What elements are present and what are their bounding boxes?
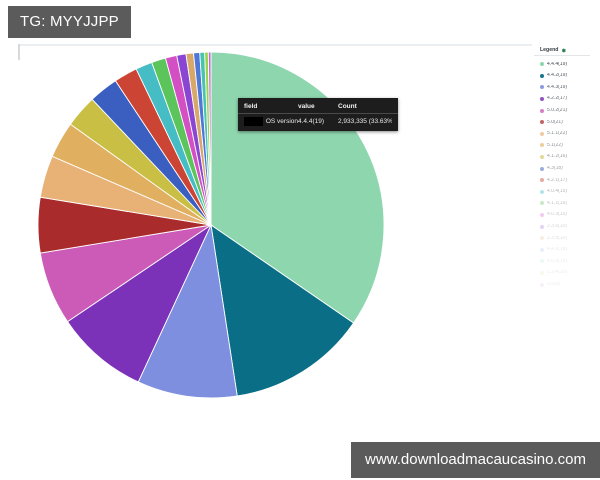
pie-slice[interactable] — [137, 223, 238, 399]
legend-item-label: 4.4.2(19) — [547, 73, 568, 79]
legend-item[interactable]: 4.0.3(15) — [540, 209, 590, 221]
legend-swatch-icon — [540, 189, 544, 194]
legend-item-label: 5.0.2(21) — [547, 108, 568, 113]
legend-item-label: 4.0.5(15) — [547, 258, 568, 264]
legend-item-label: 4.1.2(16) — [547, 154, 568, 160]
legend-item[interactable]: 4.4.1(19) — [540, 244, 590, 256]
legend-swatch-icon — [540, 85, 544, 90]
legend-item[interactable]: 4.1.2(16) — [540, 151, 590, 163]
tooltip-field-label: OS version — [265, 118, 298, 125]
legend-item[interactable]: 4.4.3(19) — [540, 82, 590, 94]
legend-item-label: 2.3.5(10) — [547, 235, 568, 241]
legend-item-label: 4.2.1(17) — [547, 177, 568, 183]
legend-swatch-icon — [540, 201, 544, 206]
legend-swatch-icon — [540, 166, 544, 171]
legend-swatch-icon — [540, 62, 544, 67]
tooltip-header-field: field — [244, 103, 258, 110]
chart-tooltip: field value Count OS version 4.4.4(19) 2… — [238, 98, 398, 131]
legend-item-label: 5.1(22) — [547, 142, 563, 148]
legend-item[interactable]: 4.4.2(19) — [540, 70, 590, 82]
legend-swatch-icon — [540, 247, 544, 252]
legend-item-label: 3.5(9) — [547, 281, 561, 287]
legend-swatch-icon — [540, 236, 544, 241]
legend-item-label: 4.0.4(15) — [547, 189, 568, 195]
pie-chart-svg[interactable] — [36, 50, 386, 400]
legend-item[interactable]: 4.2.2(17) — [540, 93, 590, 105]
panel-left-rule — [18, 44, 20, 60]
legend-panel[interactable]: Legend 4.4.4(19) 4.4.2(19) 4.4.3(19) 4.2.2(… — [534, 47, 590, 338]
legend-item[interactable]: 4.0.4(15) — [540, 186, 590, 198]
legend-swatch-icon — [540, 270, 544, 275]
tooltip-data-row: OS version 4.4.4(19) 2,933,335 (33.63%) — [238, 116, 398, 127]
legend-swatch-icon — [540, 108, 544, 113]
pie-chart[interactable] — [36, 50, 386, 400]
legend-item-label: 2.3.6(10) — [547, 223, 568, 229]
legend-item[interactable]: 4.1.1(16) — [540, 198, 590, 210]
legend-swatch-icon — [540, 224, 544, 229]
tooltip-header-count: Count — [338, 103, 357, 110]
legend-item[interactable]: 5.1.1(22) — [540, 128, 590, 140]
pie-slice[interactable] — [207, 51, 212, 226]
gear-icon[interactable] — [561, 48, 567, 53]
legend-list[interactable]: 4.4.4(19) 4.4.2(19) 4.4.3(19) 4.2.2(17) 5.0.… — [534, 58, 590, 290]
site-watermark: www.downloadmacaucasino.com — [351, 442, 600, 478]
chart-panel: field value Count OS version 4.4.4(19) 2… — [18, 42, 590, 442]
legend-item[interactable]: 5.1(22) — [540, 140, 590, 152]
legend-swatch-icon — [540, 212, 544, 217]
legend-item[interactable]: 5.0.2(21) — [540, 105, 590, 117]
legend-item-label: 5.0(21) — [547, 119, 563, 125]
legend-item[interactable]: 4.3(18) — [540, 163, 590, 175]
legend-item-label: 5.1.1(22) — [547, 131, 568, 137]
tooltip-header-value: value — [298, 103, 315, 110]
pie-slice[interactable] — [66, 223, 213, 383]
tg-overlay-tag: TG: MYYJJPP — [8, 6, 131, 38]
legend-item-label: 4.0.3(15) — [547, 212, 568, 218]
legend-swatch-icon — [540, 73, 544, 78]
legend-item[interactable]: 4.0.5(15) — [540, 256, 590, 268]
panel-top-rule — [20, 44, 532, 46]
legend-item-label: 4.4.1(19) — [547, 247, 568, 253]
tooltip-field-cell: OS version — [244, 117, 298, 126]
legend-item[interactable]: 4.4.4(19) — [540, 58, 590, 70]
legend-item[interactable]: 3.5(9) — [540, 279, 590, 291]
legend-item-label: 4.3(18) — [547, 165, 563, 171]
legend-swatch-icon — [540, 155, 544, 159]
tooltip-count-cell: 2,933,335 (33.63%) — [338, 118, 392, 125]
legend-item[interactable]: 2.3.4(10) — [540, 267, 590, 279]
legend-swatch-icon — [540, 97, 544, 102]
legend-swatch-icon — [540, 259, 544, 264]
legend-swatch-icon — [540, 120, 544, 125]
tooltip-header-row: field value Count — [238, 102, 398, 114]
legend-header: Legend — [534, 47, 590, 57]
pie-slice[interactable] — [210, 224, 355, 397]
legend-swatch-icon — [540, 178, 544, 183]
pie-slice-group[interactable] — [37, 51, 385, 399]
legend-swatch-icon — [540, 282, 544, 287]
legend-item[interactable]: 2.3.6(10) — [540, 221, 590, 233]
legend-item-label: 2.3.4(10) — [547, 270, 568, 276]
legend-item-label: 4.4.4(19) — [547, 61, 568, 67]
tooltip-value-cell: 4.4.4(19) — [298, 118, 325, 125]
legend-swatch-icon — [540, 131, 544, 136]
legend-title: Legend — [540, 47, 559, 53]
legend-item-label: 4.2.2(17) — [547, 96, 568, 102]
tooltip-series-swatch — [244, 117, 263, 126]
legend-item[interactable]: 4.2.1(17) — [540, 174, 590, 186]
legend-item[interactable]: 5.0(21) — [540, 116, 590, 128]
legend-swatch-icon — [540, 143, 544, 148]
legend-item-label: 4.4.3(19) — [547, 84, 568, 90]
legend-item[interactable]: 2.3.5(10) — [540, 232, 590, 244]
legend-item-label: 4.1.1(16) — [547, 200, 568, 206]
